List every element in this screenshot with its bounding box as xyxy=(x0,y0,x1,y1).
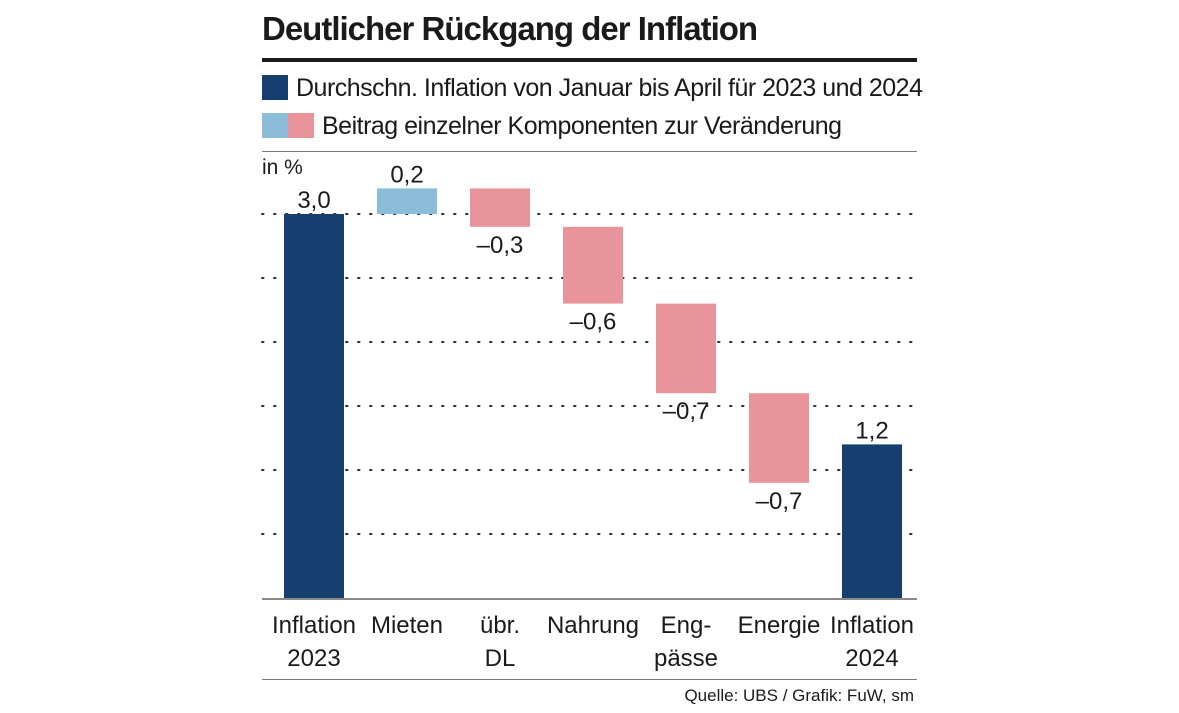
bar-total xyxy=(842,444,902,598)
legend-item-components: Beitrag einzelner Komponenten zur Veränd… xyxy=(262,112,842,141)
x-tick-label: DL xyxy=(485,645,516,672)
bar-positive xyxy=(377,188,437,214)
legend-divider xyxy=(262,151,917,152)
bar-negative xyxy=(563,226,623,304)
data-label: 0,2 xyxy=(390,161,423,188)
unit-label: in % xyxy=(262,156,303,179)
x-tick-label: 2023 xyxy=(287,645,340,672)
x-tick-label: Energie xyxy=(738,612,821,639)
x-tick-label: pässe xyxy=(654,645,718,672)
footer-divider xyxy=(262,679,917,680)
bar-negative xyxy=(470,188,530,227)
x-tick-label: 2024 xyxy=(845,645,898,672)
legend-swatch-positive xyxy=(262,113,288,138)
x-tick-label: Inflation xyxy=(830,612,914,639)
bar-negative xyxy=(749,393,809,483)
data-label: –0,6 xyxy=(570,309,617,336)
data-label: –0,3 xyxy=(477,232,524,259)
data-label: –0,7 xyxy=(756,488,803,515)
bar-total xyxy=(284,214,344,598)
legend-swatch-negative xyxy=(288,113,314,138)
x-tick-label: Nahrung xyxy=(547,612,639,639)
legend-swatch-total xyxy=(262,75,288,100)
source-note: Quelle: UBS / Grafik: FuW, sm xyxy=(684,686,914,705)
x-tick-label: Inflation xyxy=(272,612,356,639)
chart-title: Deutlicher Rückgang der Inflation xyxy=(262,10,758,47)
x-tick-label: übr. xyxy=(480,612,520,639)
title-rule xyxy=(262,58,917,62)
legend-label-components: Beitrag einzelner Komponenten zur Veränd… xyxy=(322,112,842,140)
data-label: –0,7 xyxy=(663,398,710,425)
data-label: 1,2 xyxy=(855,417,888,444)
legend-item-total: Durchschn. Inflation von Januar bis Apri… xyxy=(262,74,923,103)
x-tick-label: Mieten xyxy=(371,612,443,639)
data-label: 3,0 xyxy=(297,187,330,214)
legend-label-total: Durchschn. Inflation von Januar bis Apri… xyxy=(296,74,923,102)
bar-negative xyxy=(656,303,716,394)
x-tick-label: Eng- xyxy=(661,612,712,639)
